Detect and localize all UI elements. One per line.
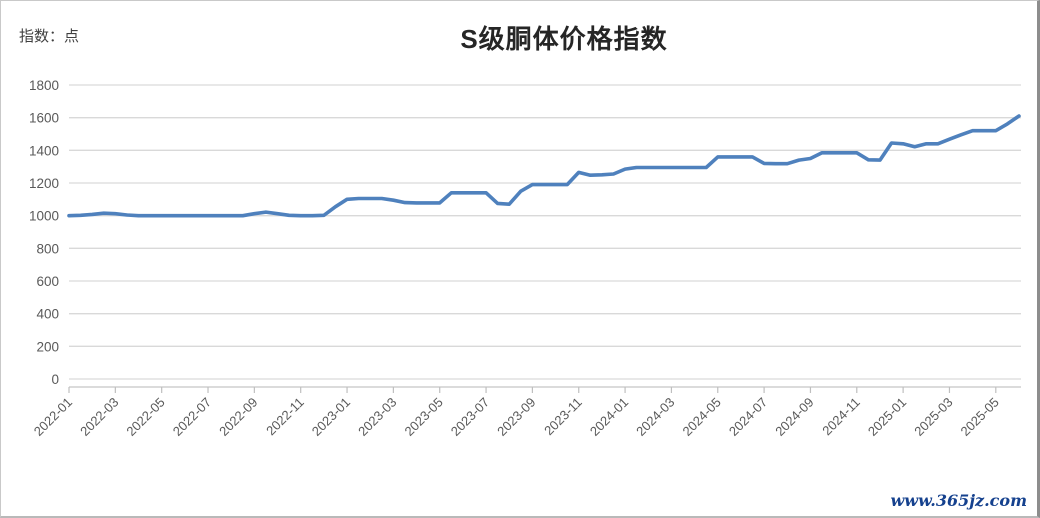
x-tick-label: 2024-11 — [819, 395, 863, 439]
x-tick-label: 2023-07 — [448, 395, 492, 439]
y-tick-label: 0 — [51, 372, 59, 387]
x-tick-label: 2022-05 — [123, 395, 167, 439]
x-tick-label: 2023-03 — [355, 395, 399, 439]
y-axis-unit-label: 指数：点 — [19, 28, 80, 45]
x-tick-label: 2025-03 — [911, 395, 955, 439]
y-tick-label: 1600 — [29, 111, 59, 126]
x-tick-label: 2022-01 — [31, 395, 75, 439]
x-tick-label: 2025-01 — [865, 395, 909, 439]
chart-title: S级胴体价格指数 — [460, 24, 668, 54]
y-tick-label: 1400 — [29, 143, 59, 158]
x-tick-label: 2024-09 — [772, 395, 816, 439]
y-tick-label: 1800 — [29, 78, 59, 93]
x-tick-label: 2023-05 — [401, 395, 445, 439]
x-tick-label: 2024-03 — [633, 395, 677, 439]
x-tick-label: 2024-05 — [680, 395, 724, 439]
y-tick-label: 1200 — [29, 176, 59, 191]
y-tick-label: 200 — [36, 339, 59, 354]
x-tick-label: 2025-05 — [958, 395, 1002, 439]
x-tick-label: 2023-11 — [541, 395, 585, 439]
x-tick-label: 2024-07 — [726, 395, 770, 439]
y-tick-label: 1000 — [29, 209, 59, 224]
x-tick-label: 2022-03 — [77, 395, 121, 439]
x-tick-label: 2022-09 — [216, 395, 260, 439]
x-tick-label: 2023-01 — [309, 395, 353, 439]
y-tick-label: 400 — [36, 307, 59, 322]
x-tick-label: 2024-01 — [587, 395, 631, 439]
x-tick-label: 2022-11 — [263, 395, 307, 439]
watermark-link[interactable]: www.365jz.com — [890, 491, 1027, 510]
x-tick-label: 2022-07 — [170, 395, 214, 439]
price-index-series-line — [67, 114, 1021, 218]
x-tick-label: 2023-09 — [494, 395, 538, 439]
y-tick-label: 800 — [36, 241, 59, 256]
y-tick-label: 600 — [36, 274, 59, 289]
